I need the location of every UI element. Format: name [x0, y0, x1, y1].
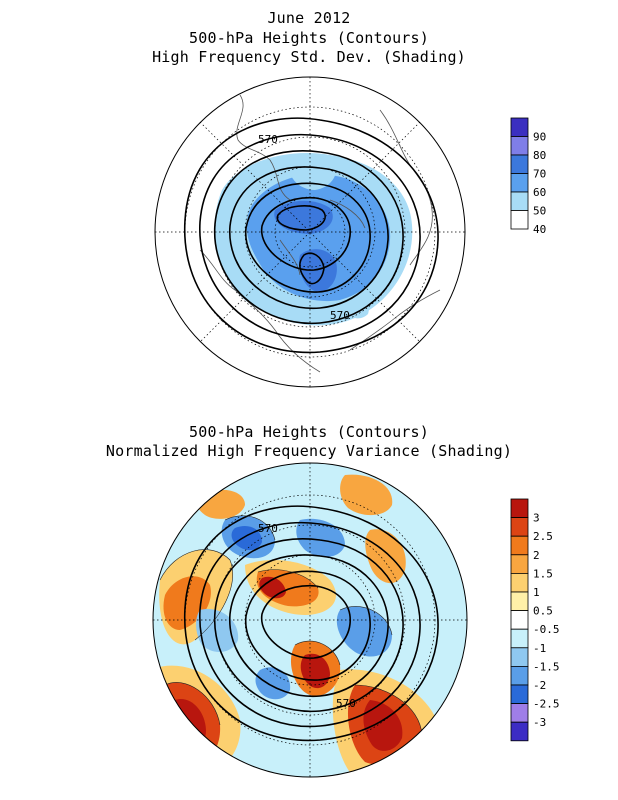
std-dev-colorbar-tick-label: 70 — [533, 168, 546, 181]
contour-label-570-bottom-2: 570 — [336, 697, 356, 710]
variance-colorbar-tick-label: 2 — [533, 549, 540, 562]
variance-colorbar-swatch — [510, 517, 529, 537]
variance-colorbar-swatch — [510, 535, 529, 556]
variance-colorbar-tick-label: 1.5 — [533, 567, 553, 580]
panel2-title-line2: Normalized High Frequency Variance (Shad… — [105, 442, 513, 460]
variance-colorbar-tick-label: -1.5 — [533, 660, 560, 673]
variance-colorbar-tick-label: 2.5 — [533, 530, 553, 543]
variance-colorbar-tick-label: 1 — [533, 586, 540, 599]
variance-contour-lines — [159, 515, 423, 736]
std-dev-colorbar-tick-label: 40 — [533, 223, 546, 236]
variance-colorbar-swatch — [510, 498, 529, 519]
std-dev-polar-map: 570 570 90 80 70 60 50 40 — [154, 76, 546, 388]
height-contours — [184, 117, 439, 354]
variance-colorbar-swatch — [510, 647, 529, 667]
panel2-title-line1: 500-hPa Heights (Contours) — [189, 423, 429, 441]
contour-label-570-bottom: 570 — [330, 309, 350, 322]
variance-colorbar-swatch — [510, 610, 529, 630]
std-dev-colorbar-tick-label: 90 — [533, 131, 546, 144]
map-boundary — [154, 76, 466, 388]
map-boundary-2 — [152, 462, 468, 778]
variance-colorbar-swatch — [510, 721, 529, 742]
std-dev-colorbar-swatch — [510, 191, 529, 211]
variance-colorbar-swatch — [510, 665, 529, 686]
variance-colorbar-tick-label: 3 — [533, 512, 540, 525]
variance-colorbar-tick-label: -2.5 — [533, 698, 560, 711]
variance-colorbar-swatch — [510, 591, 529, 612]
variance-colorbar-swatch — [510, 703, 529, 723]
normalized-variance-polar-map: 570 570 3 2.5 2 1.5 1 0.5 -0.5 -1 -1.5 -2 -2.5 -3 — [152, 462, 560, 778]
std-dev-colorbar-swatch — [510, 136, 529, 156]
panel1-title-line1: 500-hPa Heights (Contours) — [189, 29, 429, 47]
std-dev-colorbar-swatch — [510, 117, 529, 137]
variance-colorbar-swatch — [510, 572, 529, 593]
date-title: June 2012 — [267, 9, 351, 27]
variance-colorbar-swatch — [510, 554, 529, 574]
contour-label-570-top: 570 — [258, 133, 278, 146]
variance-colorbar-tick-label: -3 — [533, 716, 546, 729]
std-dev-shading — [214, 153, 413, 326]
variance-colorbar-swatch — [510, 684, 529, 705]
std-dev-colorbar-tick-label: 60 — [533, 186, 546, 199]
variance-colorbar-tick-label: 0.5 — [533, 605, 553, 618]
variance-colorbar: 3 2.5 2 1.5 1 0.5 -0.5 -1 -1.5 -2 -2.5 -3 — [510, 498, 560, 742]
panel1-title-line2: High Frequency Std. Dev. (Shading) — [152, 48, 466, 66]
std-dev-colorbar-tick-label: 80 — [533, 149, 546, 162]
variance-colorbar-tick-label: -0.5 — [533, 623, 560, 636]
variance-colorbar-swatch — [510, 628, 529, 649]
std-dev-colorbar-swatch — [510, 210, 529, 230]
std-dev-colorbar-swatch — [510, 154, 529, 174]
height-contours-2 — [184, 505, 439, 742]
contour-label-570-top-2: 570 — [258, 522, 278, 535]
std-dev-colorbar-tick-label: 50 — [533, 205, 546, 218]
variance-colorbar-tick-label: -1 — [533, 642, 546, 655]
variance-colorbar-tick-label: -2 — [533, 679, 546, 692]
std-dev-colorbar: 90 80 70 60 50 40 — [510, 117, 546, 236]
std-dev-colorbar-swatch — [510, 173, 529, 193]
